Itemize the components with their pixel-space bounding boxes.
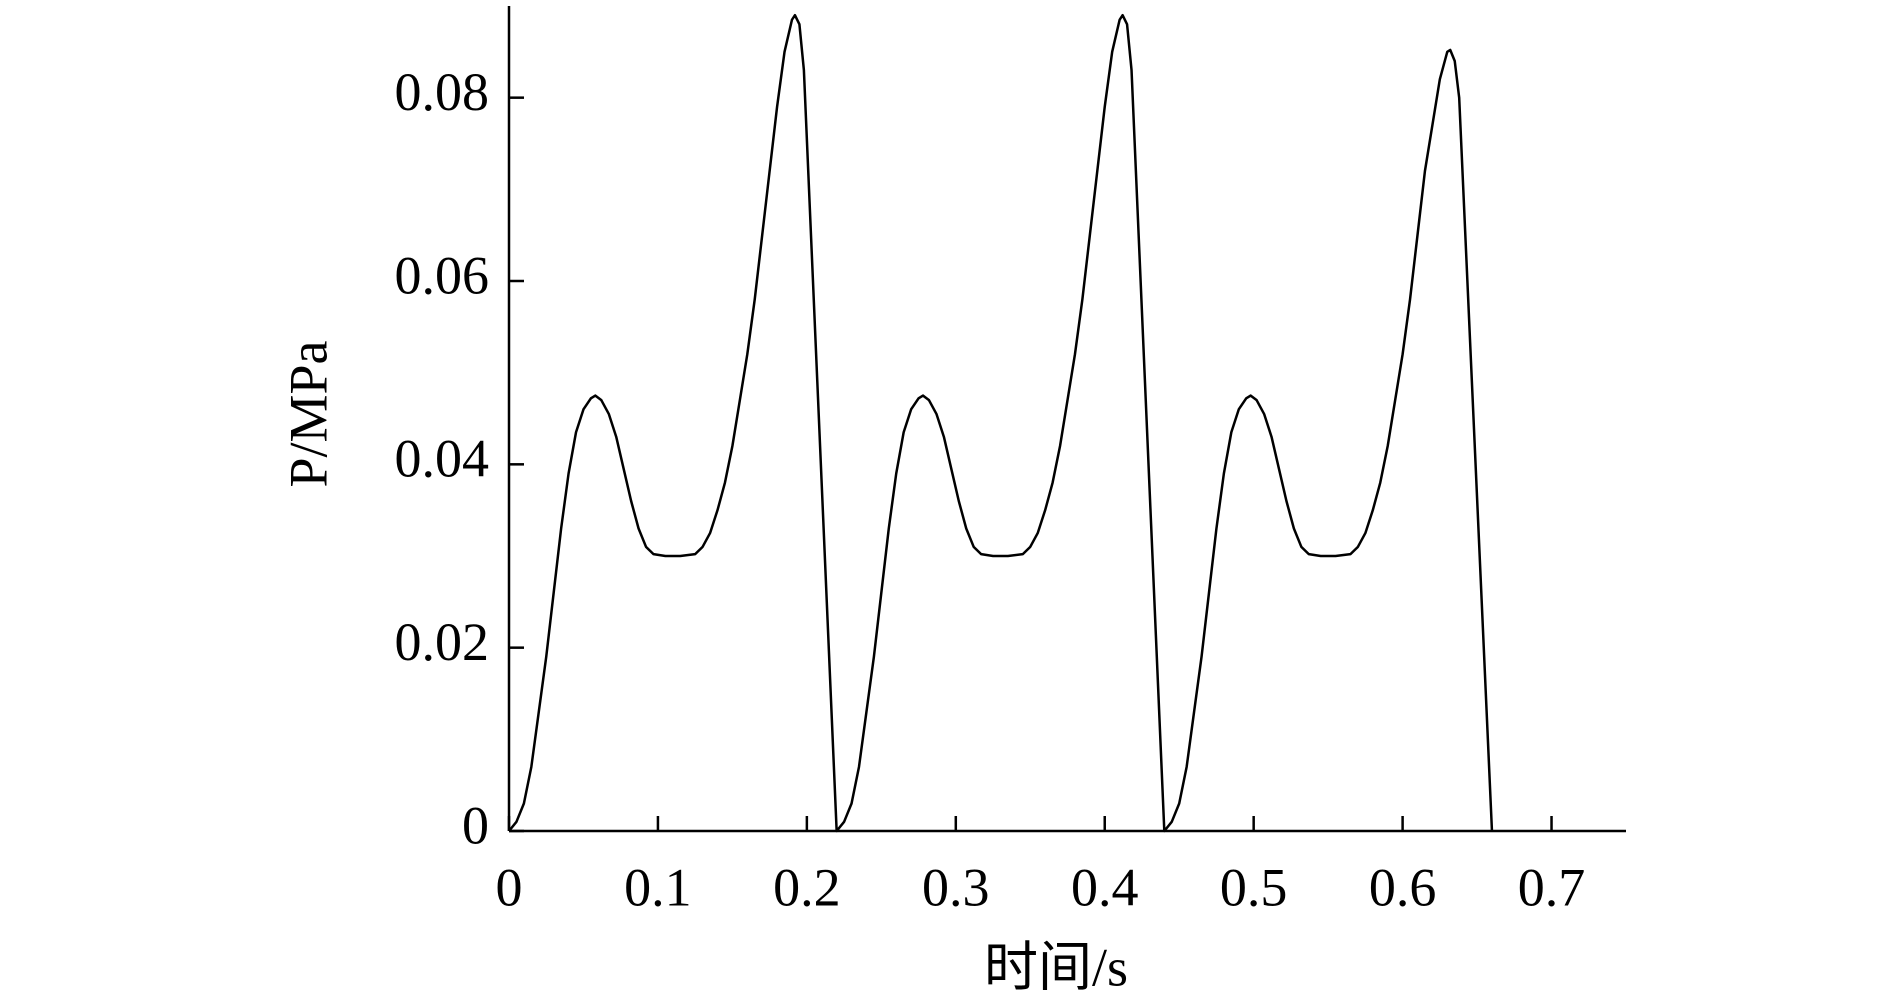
x-tick-label: 0.1 [624,857,692,917]
line-series [508,13,1494,833]
x-tick-label: 0 [496,857,523,917]
x-tick-label: 0.3 [922,857,990,917]
x-tick-label: 0.7 [1518,857,1586,917]
y-tick-label: 0 [462,795,489,855]
y-axis-label: P/MPa [278,340,338,487]
x-tick-label: 0.2 [773,857,841,917]
y-tick-label: 0.08 [395,62,490,122]
x-axis-label: 时间/s [984,937,1128,990]
y-tick-label: 0.06 [395,245,490,305]
x-tick-label: 0.6 [1369,857,1437,917]
x-tick-label: 0.5 [1220,857,1288,917]
y-tick-label: 0.02 [395,612,490,672]
x-tick-label: 0.4 [1071,857,1139,917]
y-tick-label: 0.04 [395,429,490,489]
